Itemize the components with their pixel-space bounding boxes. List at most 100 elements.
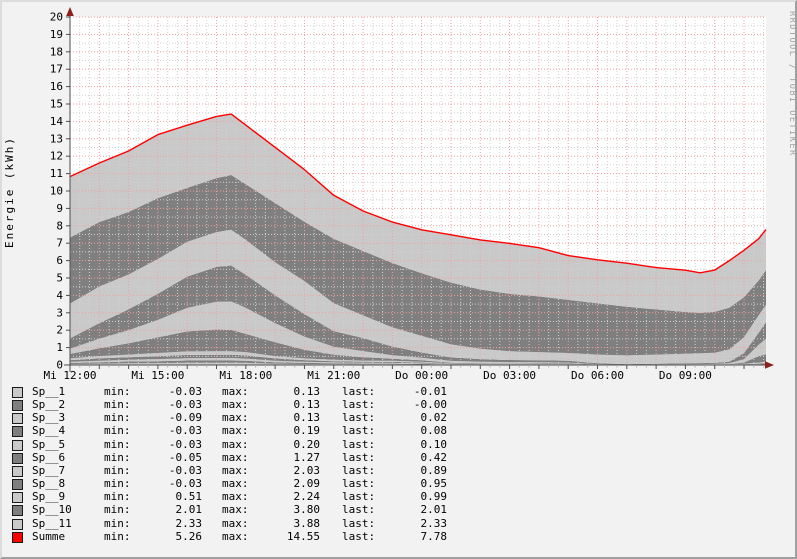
legend-series-label: Sp__9 [32,490,66,504]
legend-min-key: min: [104,516,131,530]
y-tick-label: 17 [50,63,63,76]
area-sp__3 [70,358,766,365]
legend-swatch-icon [12,452,23,464]
legend-last-value: -0.01 [413,385,447,398]
legend-max-key: max: [222,385,249,398]
y-axis-arrow-icon [66,7,74,16]
legend-max-key: max: [222,490,249,504]
legend-min-value: -0.05 [168,450,202,464]
legend-last-value: 0.99 [420,490,448,504]
legend-min-value: -0.09 [168,411,202,425]
x-tick-label: Do 06:00 [571,369,624,382]
area-sp__4 [70,354,766,365]
area-sp__7 [70,301,766,365]
legend-last-key: last: [342,503,376,517]
legend-last-value: 7.78 [420,529,448,543]
x-tick-label: Mi 21:00 [307,369,360,382]
legend-min-value: 5.26 [175,529,203,543]
watermark: RRDTOOL / TOBI OETIKER [787,11,795,157]
legend-swatch-icon [12,505,23,517]
legend-swatch-icon [12,492,23,504]
legend-max-value: 14.55 [286,529,320,543]
legend-row-sp__5: Sp__5 min: -0.03 max: 0.20 last: 0.10 [2,437,795,451]
legend-row-sp__2: Sp__2 min: -0.03 max: 0.13 last: -0.00 [2,398,795,412]
y-tick-label: 5 [56,272,63,285]
legend-min-value: -0.03 [168,424,202,438]
y-tick-label: 1 [56,341,63,354]
legend-min-key: min: [104,411,131,425]
legend-max-key: max: [222,437,249,451]
legend-min-value: -0.03 [168,463,202,477]
legend-min-value: -0.03 [168,385,202,398]
y-axis-title: Energie (kWh) [3,136,16,248]
y-tick-label: 15 [50,98,63,111]
legend-max-value: 0.20 [293,437,321,451]
legend-last-value: 0.10 [420,437,448,451]
x-tick-label: Do 09:00 [659,369,712,382]
legend-last-value: -0.00 [413,398,447,412]
legend-min-key: min: [104,424,131,438]
y-tick-label: 19 [50,28,63,41]
legend-swatch-icon [12,531,23,543]
y-tick-label: 6 [56,254,63,267]
legend-series-label: Sp__1 [32,385,66,398]
legend-min-key: min: [104,463,131,477]
y-tick-label: 18 [50,45,63,58]
legend-row-sp__4: Sp__4 min: -0.03 max: 0.19 last: 0.08 [2,424,795,438]
y-tick-label: 4 [56,289,63,302]
legend-series-label: Summe [32,529,66,543]
x-axis-arrow-icon [765,361,774,369]
legend-min-key: min: [104,529,131,543]
legend-max-value: 0.13 [293,385,321,398]
legend-row-sp__7: Sp__7 min: -0.03 max: 2.03 last: 0.89 [2,463,795,477]
legend-series-label: Sp__5 [32,437,66,451]
legend-last-value: 2.33 [420,516,448,530]
legend-swatch-icon [12,479,23,491]
x-tick-label: Mi 18:00 [219,369,272,382]
legend-max-key: max: [222,411,249,425]
legend-swatch-icon [12,426,23,438]
y-tick-label: 8 [56,219,63,232]
area-sp__9 [70,229,766,365]
x-tick-label: Do 00:00 [395,369,448,382]
legend-row-summe: Summe min: 5.26 max: 14.55 last: 7.78 [2,529,795,543]
legend-swatch-icon [12,400,23,412]
legend-swatch-icon [12,518,23,530]
legend-last-value: 0.08 [420,424,448,438]
legend-series-label: Sp__7 [32,463,66,477]
legend-min-value: -0.03 [168,398,202,412]
legend-last-key: last: [342,477,376,491]
legend-min-key: min: [104,490,131,504]
x-tick-label: Mi 12:00 [44,369,97,382]
legend-max-value: 0.13 [293,411,321,425]
y-tick-label: 10 [50,185,63,198]
legend-last-key: last: [342,463,376,477]
legend-min-key: min: [104,450,131,464]
legend-swatch-icon [12,387,23,398]
y-tick-label: 14 [50,115,64,128]
area-sp__2 [70,360,766,365]
legend-max-value: 3.80 [293,503,321,517]
legend-last-value: 0.95 [420,477,448,491]
legend-row-sp__11: Sp__11 min: 2.33 max: 3.88 last: 2.33 [2,516,795,530]
legend-max-key: max: [222,450,249,464]
legend-row-sp__8: Sp__8 min: -0.03 max: 2.09 last: 0.95 [2,477,795,491]
legend-last-key: last: [342,437,376,451]
legend-last-value: 2.01 [420,503,448,517]
legend-min-key: min: [104,503,131,517]
x-tick-label: Do 03:00 [483,369,536,382]
legend-last-value: 0.42 [420,450,448,464]
legend-last-key: last: [342,450,376,464]
legend-min-value: 2.01 [175,503,203,517]
legend-min-value: 2.33 [175,516,203,530]
legend-min-value: 0.51 [175,490,203,504]
y-tick-label: 11 [50,167,63,180]
legend-max-value: 1.27 [293,450,321,464]
summe-line [69,113,767,274]
y-tick-label: 16 [50,80,63,93]
legend-series-label: Sp__8 [32,477,66,491]
legend-swatch-icon [12,439,23,451]
legend-last-key: last: [342,424,376,438]
